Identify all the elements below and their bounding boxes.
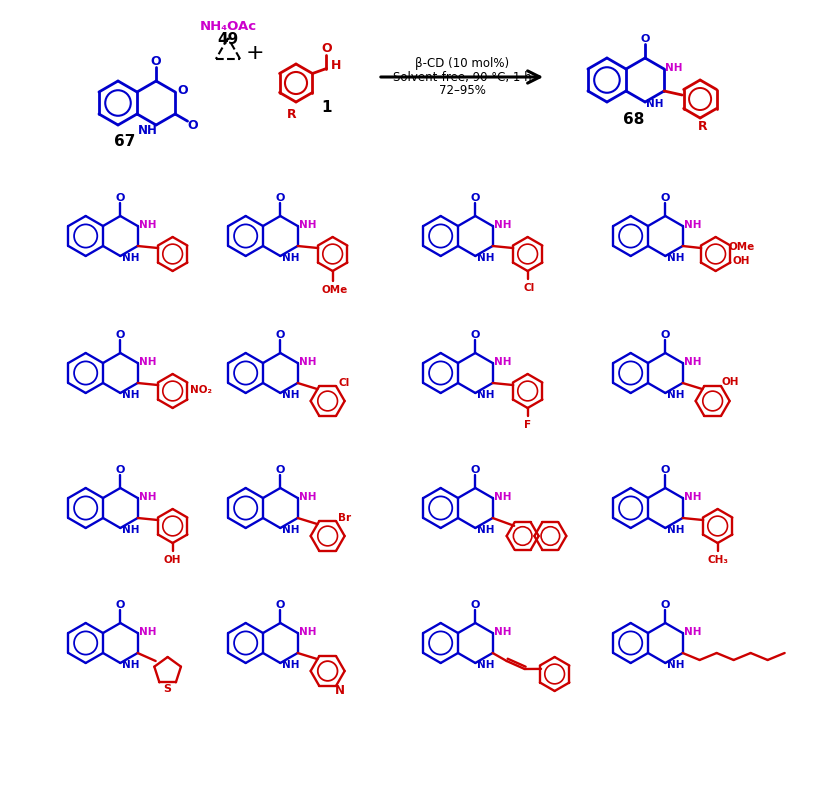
Text: NH: NH [494,357,511,366]
Text: O: O [471,464,480,475]
Text: NH: NH [281,253,299,263]
Text: O: O [116,599,125,609]
Text: NH: NH [684,626,701,636]
Text: NH: NH [684,220,701,230]
Text: NH: NH [122,253,139,263]
Text: O: O [116,329,125,340]
Text: O: O [275,464,285,475]
Text: O: O [151,55,161,68]
Text: Cl: Cl [338,377,350,388]
Text: S: S [164,683,172,694]
Text: NH: NH [138,124,158,137]
Text: β-CD (10 mol%): β-CD (10 mol%) [415,56,509,69]
Text: CH₃: CH₃ [707,554,728,565]
Text: NH: NH [139,220,156,230]
Text: NH: NH [667,659,684,669]
Text: NH: NH [494,491,511,501]
Text: 1: 1 [322,100,332,116]
Text: NH: NH [684,491,701,501]
Text: NH: NH [666,63,683,73]
Text: OH: OH [164,554,181,565]
Text: NH: NH [476,659,494,669]
Text: O: O [116,193,125,202]
Text: NH: NH [494,220,511,230]
Text: O: O [275,329,285,340]
Text: O: O [640,34,650,43]
Text: NH: NH [139,626,156,636]
Text: 67: 67 [114,134,136,149]
Text: NH: NH [122,659,139,669]
Text: O: O [116,464,125,475]
Text: NH₄OAc: NH₄OAc [199,19,256,32]
Text: OH: OH [721,377,739,387]
Text: Solvent-free, 90 °C, 1 h: Solvent-free, 90 °C, 1 h [393,71,531,84]
Text: O: O [471,193,480,202]
Text: NH: NH [299,491,317,501]
Text: OH: OH [733,255,750,266]
Text: NH: NH [494,626,511,636]
Text: O: O [471,329,480,340]
Text: NH: NH [281,389,299,400]
Text: R: R [287,108,297,120]
Text: NH: NH [647,99,664,109]
Text: H: H [332,59,342,72]
Text: NH: NH [139,357,156,366]
Text: F: F [524,419,531,430]
Text: NH: NH [281,659,299,669]
Text: NH: NH [667,389,684,400]
Text: NH: NH [667,524,684,534]
Text: 68: 68 [624,112,645,126]
Text: O: O [178,84,189,97]
Text: Br: Br [337,512,351,523]
Text: NH: NH [281,524,299,534]
Text: O: O [275,599,285,609]
Text: O: O [661,464,670,475]
Text: NH: NH [684,357,701,366]
Text: OMe: OMe [729,242,755,251]
Text: NH: NH [299,357,317,366]
Text: NH: NH [122,524,139,534]
Text: 72–95%: 72–95% [438,84,485,97]
Text: O: O [471,599,480,609]
Text: O: O [661,599,670,609]
Text: O: O [321,42,332,55]
Text: NO₂: NO₂ [189,385,212,394]
Text: NH: NH [667,253,684,263]
Text: NH: NH [122,389,139,400]
Text: O: O [275,193,285,202]
Text: NH: NH [476,253,494,263]
Text: R: R [698,120,708,133]
Text: OMe: OMe [322,284,348,295]
Text: NH: NH [299,220,317,230]
Text: O: O [188,119,198,132]
Text: NH: NH [139,491,156,501]
Text: 49: 49 [218,32,239,47]
Text: N: N [335,683,345,696]
Text: O: O [661,329,670,340]
Text: NH: NH [299,626,317,636]
Text: +: + [246,43,265,63]
Text: O: O [661,193,670,202]
Text: NH: NH [476,524,494,534]
Text: NH: NH [476,389,494,400]
Text: Cl: Cl [523,283,534,292]
